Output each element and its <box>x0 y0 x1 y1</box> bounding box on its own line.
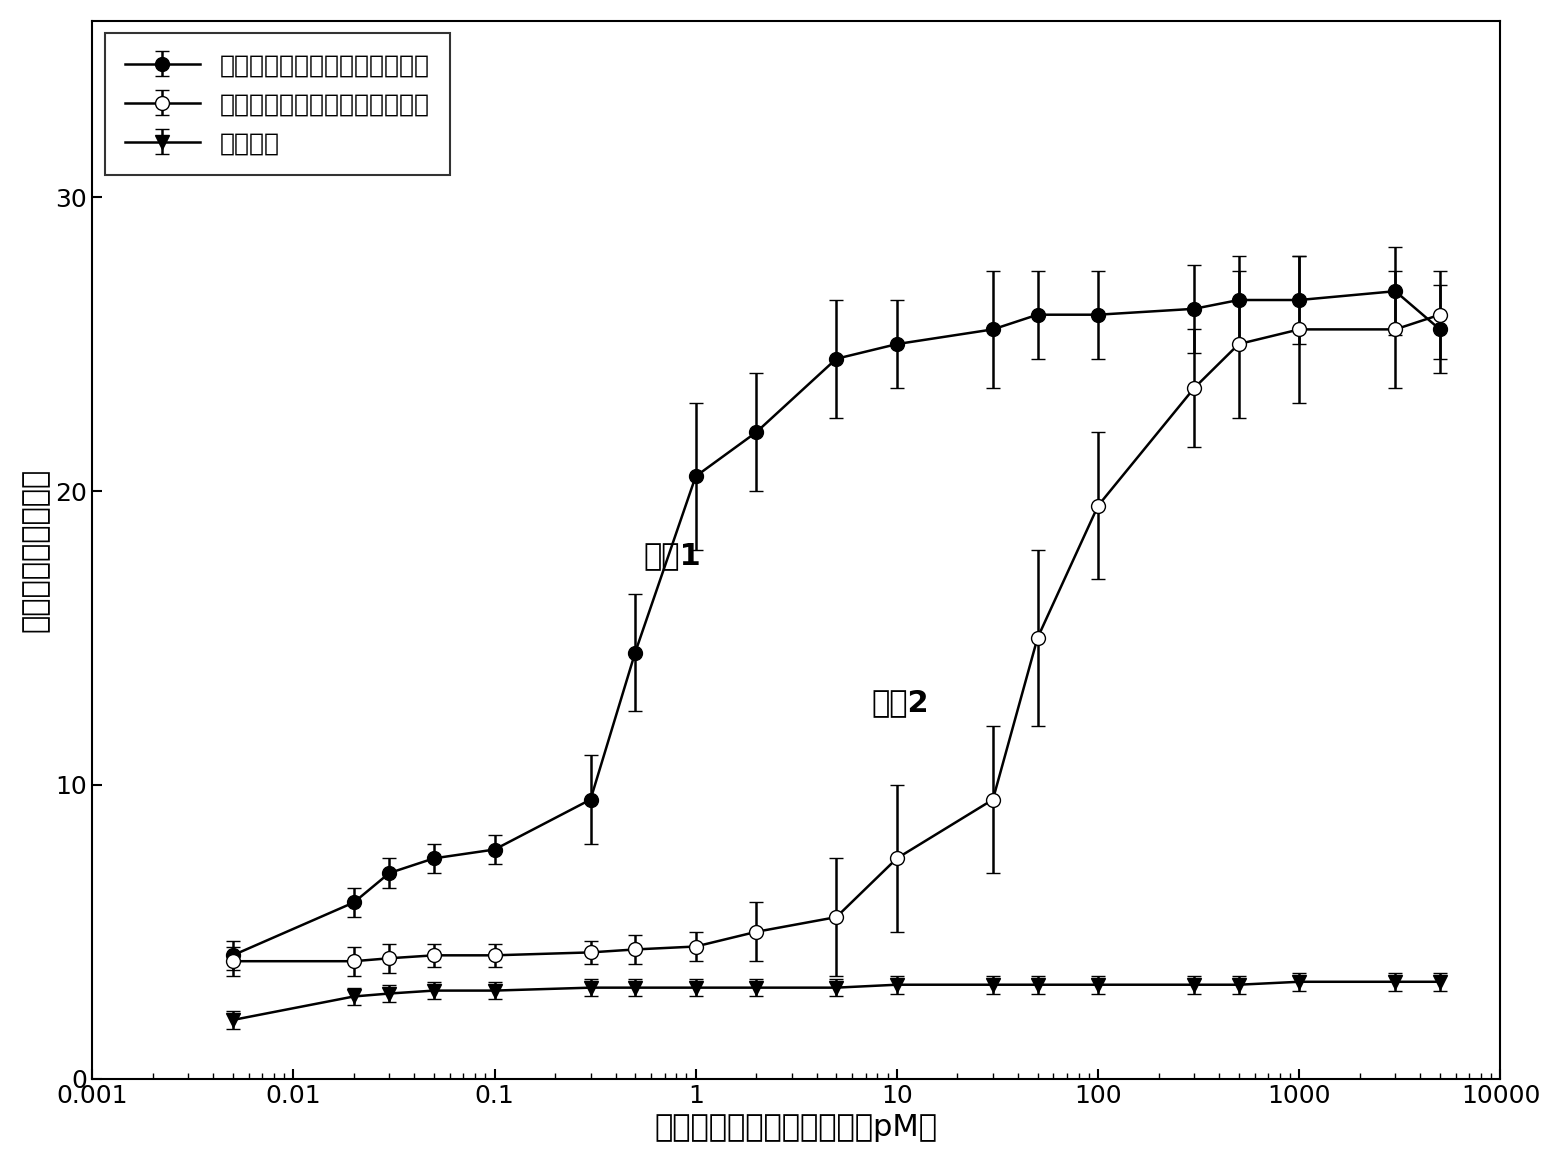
Text: 曲线1: 曲线1 <box>643 542 701 571</box>
Y-axis label: 荧光强度，任意单位: 荧光强度，任意单位 <box>20 468 50 632</box>
Text: 曲线2: 曲线2 <box>871 688 929 718</box>
Legend: 芝片内微小核糖核酸目标物検测, 芝片外微小核糖核酸目标物検测, 背景信号: 芝片内微小核糖核酸目标物検测, 芝片外微小核糖核酸目标物検测, 背景信号 <box>105 34 450 176</box>
X-axis label: 微小核糖核酸目标物浓度（pM）: 微小核糖核酸目标物浓度（pM） <box>654 1113 938 1142</box>
